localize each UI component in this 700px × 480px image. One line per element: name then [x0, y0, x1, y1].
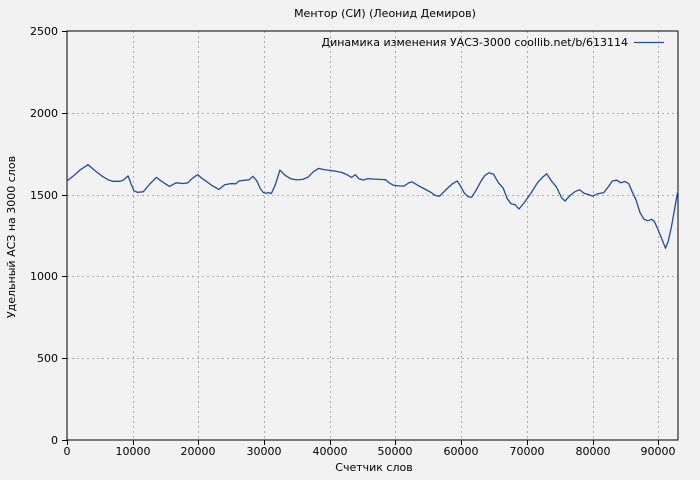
series-line: [66, 164, 679, 249]
gridlines: [67, 31, 678, 440]
y-tick-label: 500: [37, 352, 58, 365]
x-axis-label: Счетчик слов: [335, 461, 412, 474]
x-tick-label: 40000: [313, 445, 348, 458]
y-tick-label: 1000: [30, 270, 58, 283]
legend: Динамика изменения УАСЗ-3000 coollib.net…: [322, 36, 664, 49]
axis-tick-labels: 0 10000 20000 30000 40000 50000 60000 70000 8000…: [30, 25, 676, 458]
x-tick-label: 30000: [247, 445, 282, 458]
x-tick-label: 90000: [641, 445, 676, 458]
x-tick-label: 50000: [378, 445, 413, 458]
x-tick-label: 0: [64, 445, 71, 458]
plot-border: [66, 30, 679, 441]
x-tick-label: 10000: [116, 445, 151, 458]
y-tick-label: 0: [51, 434, 58, 447]
chart-title: Ментор (СИ) (Леонид Демиров): [294, 7, 476, 20]
x-tick-label: 20000: [181, 445, 216, 458]
y-tick-label: 2000: [30, 107, 58, 120]
x-tick-label: 70000: [510, 445, 545, 458]
y-axis-label: Удельный АСЗ на 3000 слов: [5, 156, 18, 318]
legend-label: Динамика изменения УАСЗ-3000 coollib.net…: [322, 36, 629, 49]
axis-tick-marks: [62, 31, 659, 445]
x-tick-label: 80000: [576, 445, 611, 458]
y-tick-label: 1500: [30, 189, 58, 202]
x-tick-label: 60000: [444, 445, 479, 458]
y-tick-label: 2500: [30, 25, 58, 38]
